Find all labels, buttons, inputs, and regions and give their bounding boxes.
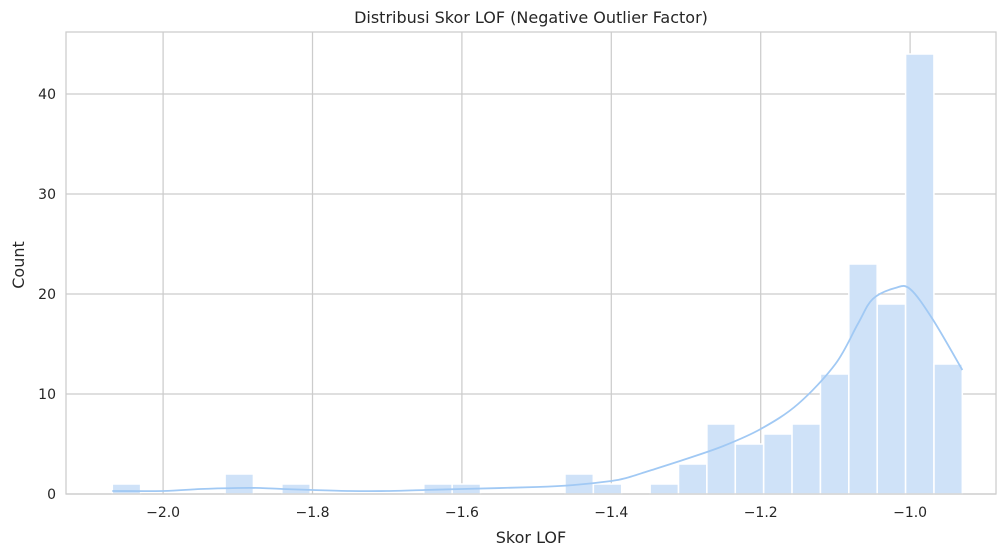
histogram-bar xyxy=(677,463,708,495)
histogram-bar xyxy=(706,423,736,495)
histogram-bars xyxy=(111,53,964,495)
x-tick-label: −1.6 xyxy=(445,505,479,521)
histogram-bar xyxy=(111,483,142,495)
histogram-bar xyxy=(762,433,793,495)
kde-line xyxy=(112,285,964,493)
y-tick-label: 30 xyxy=(38,187,56,203)
histogram-bar xyxy=(819,373,850,495)
histogram-bar xyxy=(791,423,822,495)
histogram-bar xyxy=(734,443,765,495)
x-tick-label: −2.0 xyxy=(146,505,180,521)
y-axis-label: Count xyxy=(9,241,28,289)
y-tick-label: 0 xyxy=(47,487,56,503)
histogram-bar xyxy=(876,303,907,495)
x-axis-label: Skor LOF xyxy=(496,528,566,547)
y-tick-label: 20 xyxy=(38,287,56,303)
x-tick-label: −1.0 xyxy=(893,505,927,521)
histogram-bar xyxy=(592,483,623,495)
y-axis-ticks: 0 10 20 30 40 xyxy=(38,87,56,503)
x-tick-label: −1.8 xyxy=(296,505,330,521)
y-tick-label: 40 xyxy=(38,87,56,103)
histogram-bar xyxy=(649,483,680,495)
plot-frame xyxy=(65,31,997,495)
x-tick-label: −1.2 xyxy=(744,505,778,521)
x-axis-ticks: −2.0 −1.8 −1.6 −1.4 −1.2 −1.0 xyxy=(146,505,927,521)
y-tick-label: 10 xyxy=(38,387,56,403)
kde-curve xyxy=(112,285,964,493)
histogram-bar xyxy=(933,363,964,495)
x-tick-label: −1.4 xyxy=(594,505,628,521)
histogram-bar xyxy=(904,53,935,495)
histogram-bar xyxy=(224,473,255,495)
chart-title: Distribusi Skor LOF (Negative Outlier Fa… xyxy=(354,8,708,27)
